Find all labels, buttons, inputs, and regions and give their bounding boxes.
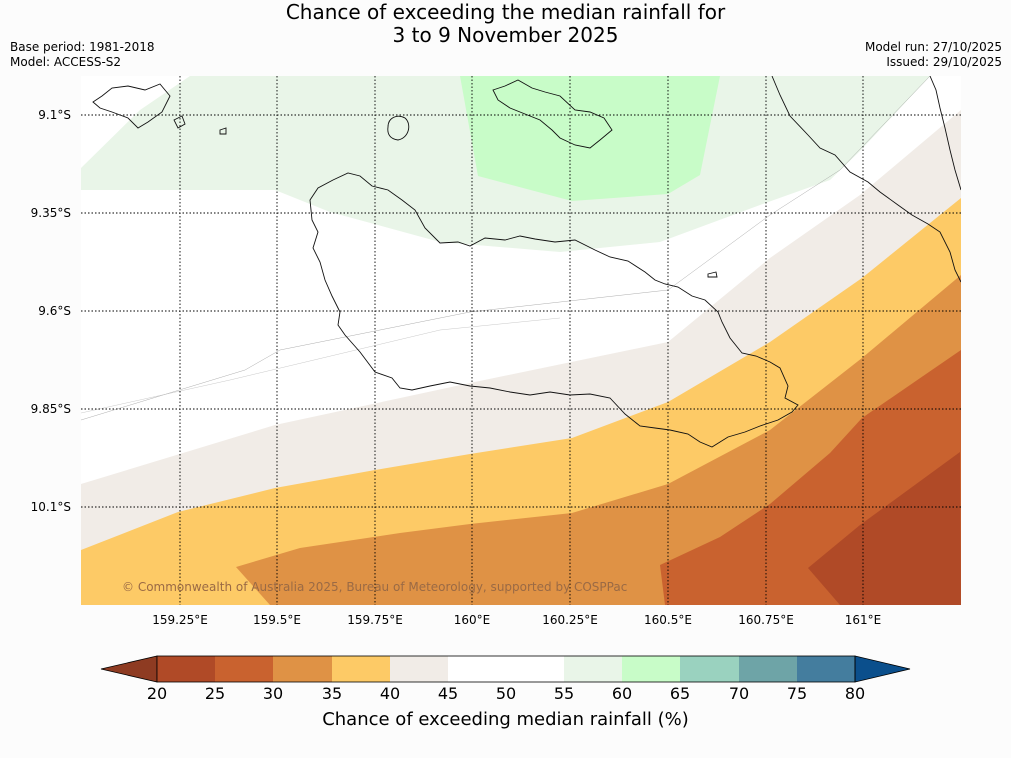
colorbar-tick-label: 20 [146, 684, 168, 703]
island-nggela-west [92, 83, 171, 129]
colorbar-bin [448, 656, 506, 682]
colorbar-bin [390, 656, 448, 682]
island-florida [492, 79, 613, 149]
colorbar-bin [273, 656, 332, 682]
lat-label: 10.1°S [30, 500, 71, 514]
colorbar [100, 655, 911, 683]
lon-label: 160.25°E [542, 613, 598, 627]
colorbar-tick-label: 65 [669, 684, 691, 703]
colorbar-tick-label: 55 [553, 684, 575, 703]
colorbar-bin [564, 656, 622, 682]
coastlines [92, 76, 961, 448]
coast-ne [929, 76, 961, 191]
copyright-credit: © Commonwealth of Australia 2025, Bureau… [122, 580, 628, 594]
colorbar-tick-label: 40 [379, 684, 401, 703]
lat-label: 9.6°S [38, 304, 71, 318]
colorbar-bin [157, 656, 215, 682]
colorbar-tick-label: 50 [495, 684, 517, 703]
islet [219, 127, 227, 135]
colorbar-extend-low [100, 655, 158, 683]
map-title-line1: Chance of exceeding the median rainfall … [285, 0, 726, 24]
colorbar-bin [215, 656, 273, 682]
lat-label: 9.85°S [30, 402, 71, 416]
colorbar-tick-label: 80 [844, 684, 866, 703]
map-panel [81, 76, 961, 605]
colorbar-tick-label: 30 [262, 684, 284, 703]
colorbar-bin [332, 656, 390, 682]
colorbar-bin [506, 656, 564, 682]
colorbar-bin [797, 656, 855, 682]
model-label: Model: ACCESS-S2 [10, 55, 122, 69]
colorbar-tick-label: 70 [728, 684, 750, 703]
lon-label: 159.25°E [152, 613, 208, 627]
island-savo [387, 115, 410, 141]
colorbar-tick-label: 25 [204, 684, 226, 703]
colorbar-tick-label: 45 [437, 684, 459, 703]
colorbar-extend-high [854, 655, 911, 683]
colorbar-tick-label: 75 [786, 684, 808, 703]
graticule [81, 76, 961, 605]
contour-60-65 [460, 76, 720, 201]
island-guadalcanal [309, 172, 799, 448]
lat-label: 9.35°S [30, 206, 71, 220]
issued-label: Issued: 29/10/2025 [886, 55, 1002, 69]
islet [707, 271, 718, 278]
colorbar-bin [622, 656, 680, 682]
colorbar-tick-label: 60 [611, 684, 633, 703]
lat-label: 9.1°S [38, 108, 71, 122]
colorbar-tick-label: 35 [321, 684, 343, 703]
contour-line [81, 317, 561, 414]
islet [173, 115, 186, 129]
colorbar-outline [156, 655, 856, 683]
contour-line [81, 76, 931, 421]
lon-label: 160.75°E [738, 613, 794, 627]
map-title-line2: 3 to 9 November 2025 [392, 23, 619, 47]
colorbar-bin [739, 656, 797, 682]
coast-malaita [771, 76, 961, 283]
lon-label: 160°E [453, 613, 491, 627]
colorbar-bin [680, 656, 739, 682]
base-period-label: Base period: 1981-2018 [10, 40, 155, 54]
contour-20-25 [808, 452, 961, 605]
lon-label: 161°E [844, 613, 882, 627]
model-run-label: Model run: 27/10/2025 [864, 40, 1002, 54]
colorbar-title: Chance of exceeding median rainfall (%) [322, 709, 689, 730]
lon-label: 159.5°E [253, 613, 301, 627]
lon-label: 160.5°E [644, 613, 692, 627]
lon-label: 159.75°E [347, 613, 403, 627]
